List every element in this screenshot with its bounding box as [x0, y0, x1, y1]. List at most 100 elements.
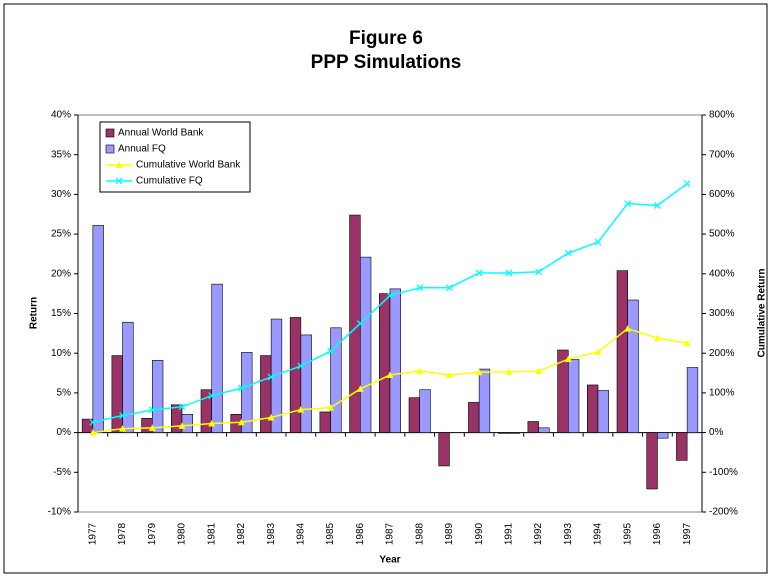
bar	[330, 327, 342, 433]
line-marker	[148, 406, 156, 414]
bar	[408, 397, 421, 433]
y-tick-label: 35%	[51, 149, 71, 160]
y-tick-label: 40%	[51, 110, 71, 121]
line-marker	[594, 238, 602, 246]
x-tick-label: 1990	[474, 522, 485, 545]
bar	[241, 352, 253, 433]
line-marker	[683, 339, 691, 347]
bar	[527, 421, 539, 433]
line-marker	[505, 368, 513, 375]
bar	[438, 432, 450, 467]
bar	[181, 414, 193, 433]
bar	[270, 318, 283, 433]
y2-tick-label: 600%	[709, 189, 735, 200]
line-marker	[416, 367, 424, 375]
line-marker	[89, 418, 97, 426]
bar	[597, 390, 609, 433]
bar	[686, 367, 699, 433]
line-marker	[683, 180, 691, 188]
y-tick-label: 25%	[51, 229, 71, 240]
y-tick-label: -5%	[53, 467, 71, 478]
line-marker	[564, 355, 572, 363]
bar	[478, 368, 491, 433]
x-tick-label: 1983	[266, 522, 277, 545]
y-axis-title: Return	[29, 297, 40, 329]
bar	[122, 321, 134, 433]
line-marker	[386, 292, 394, 300]
bar	[587, 384, 599, 433]
y-tick-label: 20%	[51, 268, 71, 279]
bar	[349, 214, 361, 433]
legend-marker	[115, 161, 123, 168]
line-marker	[624, 200, 632, 207]
chart-subtitle: PPP Simulations	[311, 52, 462, 73]
line-marker	[208, 392, 216, 400]
bar	[419, 389, 431, 433]
line-marker	[119, 425, 127, 432]
chart-title: Figure 6	[349, 28, 423, 49]
line-marker	[535, 367, 543, 375]
line-marker	[535, 268, 543, 276]
bar	[616, 270, 629, 433]
x-tick-label: 1997	[682, 522, 693, 545]
legend-label: Cumulative World Bank	[136, 160, 241, 171]
line-marker	[445, 371, 453, 379]
line-marker	[475, 368, 483, 376]
line-marker	[505, 269, 513, 277]
line-marker	[475, 269, 483, 277]
x-tick-label: 1981	[206, 522, 217, 545]
bar	[111, 355, 123, 433]
x-tick-label: 1992	[533, 522, 544, 545]
line-marker	[237, 418, 245, 426]
line-marker	[297, 406, 305, 413]
x-tick-label: 1993	[563, 522, 574, 545]
line-marker	[208, 419, 216, 427]
bar	[260, 355, 272, 433]
line-marker	[356, 319, 364, 327]
x-tick-label: 1979	[147, 522, 158, 545]
x-tick-label: 1978	[117, 522, 128, 545]
line-marker	[564, 249, 572, 257]
bar	[319, 411, 331, 433]
bar	[627, 299, 639, 433]
bar	[567, 359, 580, 433]
bar	[468, 402, 480, 433]
y2-tick-label: -200%	[709, 507, 738, 518]
legend-swatch	[105, 128, 115, 138]
legend-label: Annual FQ	[118, 144, 166, 155]
line-marker	[386, 371, 394, 379]
bar	[92, 225, 104, 433]
bar	[211, 283, 223, 433]
x-tick-label: 1996	[652, 522, 663, 545]
y-tick-label: 5%	[57, 388, 72, 399]
y2-tick-label: 200%	[709, 348, 735, 359]
y-tick-label: 0%	[57, 427, 72, 438]
line-marker	[148, 424, 156, 431]
bar	[497, 432, 510, 434]
line-marker	[119, 412, 127, 419]
x-tick-label: 1991	[503, 522, 514, 545]
y-tick-label: 10%	[51, 348, 71, 359]
y2-axis-title: Cumulative Return	[757, 269, 768, 358]
bar	[676, 432, 688, 461]
y-tick-label: 15%	[51, 308, 71, 319]
y2-tick-label: 500%	[709, 229, 735, 240]
line-marker	[653, 334, 661, 342]
y-tick-label: -10%	[48, 507, 71, 518]
bar	[646, 432, 658, 490]
x-tick-label: 1987	[385, 522, 396, 545]
bar	[389, 288, 401, 433]
line-marker	[327, 347, 335, 355]
y2-tick-label: 400%	[709, 268, 735, 279]
y-tick-label: 30%	[51, 189, 71, 200]
y2-tick-label: 300%	[709, 308, 735, 319]
line-marker	[267, 373, 275, 381]
y2-tick-label: 800%	[709, 110, 735, 121]
legend-swatch	[105, 144, 115, 154]
line-marker	[178, 403, 186, 411]
x-tick-label: 1986	[355, 522, 366, 545]
x-tick-label: 1980	[177, 522, 188, 545]
x-tick-label: 1995	[622, 522, 633, 545]
y2-tick-label: 100%	[709, 388, 735, 399]
legend-label: Annual World Bank	[118, 128, 204, 139]
